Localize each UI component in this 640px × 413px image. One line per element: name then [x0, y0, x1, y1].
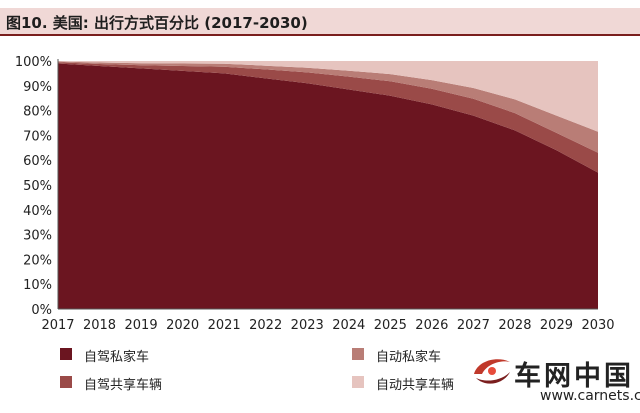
legend-label: 自动私家车 — [376, 350, 442, 365]
series-area-1 — [58, 63, 598, 309]
watermark-name: 车网中国 — [514, 361, 634, 392]
x-tick-label: 2029 — [540, 318, 573, 333]
legend-label: 自动共享车辆 — [376, 378, 455, 393]
watermark: 车网中国 www.carnets.cn — [470, 352, 640, 410]
car-logo-icon — [474, 359, 510, 384]
x-tick-label: 2025 — [374, 318, 407, 333]
x-tick-label: 2030 — [581, 318, 614, 333]
x-tick-label: 2024 — [332, 318, 365, 333]
title-divider — [0, 34, 640, 36]
y-tick-label: 40% — [23, 204, 52, 219]
x-tick-label: 2028 — [498, 318, 531, 333]
legend-swatch — [60, 376, 72, 388]
legend-swatch — [352, 376, 364, 388]
y-tick-label: 0% — [31, 303, 52, 318]
chart-title: 图10. 美国: 出行方式百分比 (2017-2030) — [6, 14, 308, 32]
series-area-2 — [58, 62, 598, 173]
y-tick-label: 100% — [15, 55, 52, 70]
legend-label: 自驾私家车 — [84, 350, 150, 365]
y-tick-label: 70% — [23, 129, 52, 144]
y-tick-label: 50% — [23, 179, 52, 194]
y-tick-label: 30% — [23, 229, 52, 244]
y-tick-label: 10% — [23, 278, 52, 293]
legend-label: 自驾共享车辆 — [84, 378, 163, 393]
x-tick-label: 2022 — [249, 318, 282, 333]
x-tick-label: 2026 — [415, 318, 448, 333]
x-tick-label: 2017 — [41, 318, 74, 333]
watermark-url: www.carnets.cn — [540, 388, 640, 404]
legend-swatch — [352, 348, 364, 360]
x-tick-label: 2021 — [208, 318, 241, 333]
x-tick-label: 2027 — [457, 318, 490, 333]
title-banner — [0, 8, 640, 34]
x-tick-label: 2018 — [83, 318, 116, 333]
y-tick-label: 80% — [23, 105, 52, 120]
series-area-4 — [58, 61, 598, 132]
legend-swatch — [60, 348, 72, 360]
y-tick-label: 60% — [23, 154, 52, 169]
x-tick-label: 2023 — [291, 318, 324, 333]
y-tick-label: 20% — [23, 253, 52, 268]
x-tick-label: 2020 — [166, 318, 199, 333]
y-tick-label: 90% — [23, 80, 52, 95]
x-tick-label: 2019 — [125, 318, 158, 333]
stacked-area-chart: 0% 10% 20% 30% 40% 50% 60% 70% 80% 90% 100% 2017 201… — [15, 55, 615, 333]
